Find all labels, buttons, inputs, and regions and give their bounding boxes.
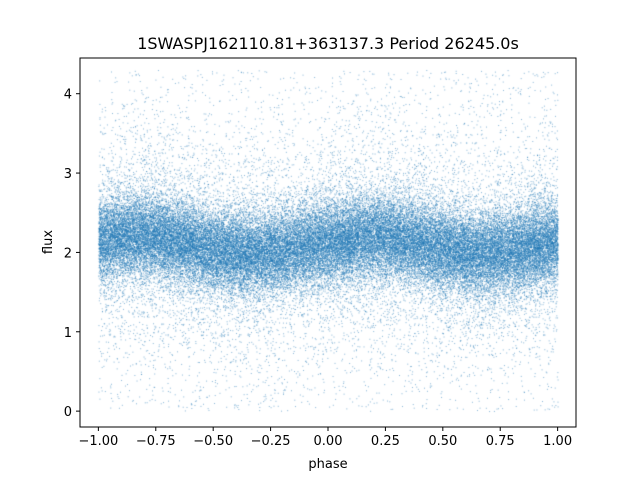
x-tick-label: 0.25 (371, 434, 400, 449)
x-axis-ticks: −1.00 −0.75 −0.50 −0.25 0.00 0.25 0.50 0.75 1.00 (78, 427, 572, 449)
y-tick-label: 1 (64, 326, 72, 341)
y-axis-ticks: 0 1 2 3 4 (64, 88, 80, 420)
x-tick-label: 0.00 (314, 434, 343, 449)
x-tick-label: −0.25 (251, 434, 291, 449)
y-tick-label: 3 (64, 167, 72, 182)
y-axis-label: flux (41, 230, 56, 254)
scatter-points-raster (80, 58, 576, 427)
y-tick-label: 4 (64, 88, 72, 103)
y-tick-label: 0 (64, 405, 72, 420)
chart-title: 1SWASPJ162110.81+363137.3 Period 26245.0… (137, 34, 519, 53)
x-tick-label: −1.00 (78, 434, 118, 449)
x-axis-label: phase (308, 457, 347, 472)
x-tick-label: 0.50 (428, 434, 457, 449)
x-tick-label: 1.00 (543, 434, 572, 449)
x-tick-label: −0.75 (136, 434, 176, 449)
x-tick-label: −0.50 (193, 434, 233, 449)
data-points (80, 58, 576, 427)
x-tick-label: 0.75 (486, 434, 515, 449)
y-tick-label: 2 (64, 246, 72, 261)
